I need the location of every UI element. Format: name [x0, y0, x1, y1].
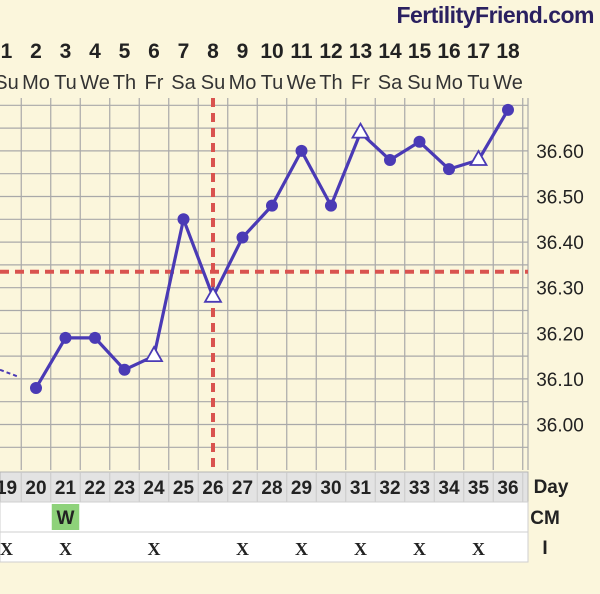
temp-point [384, 154, 396, 167]
intercourse-mark: X [148, 539, 161, 559]
intercourse-mark: X [0, 539, 13, 559]
intercourse-mark: X [413, 539, 426, 559]
table-row-i [0, 531, 529, 563]
fertilityfriend-logo[interactable]: FertilityFriend.com [396, 2, 594, 28]
temp-point [30, 382, 42, 395]
cycle-day-label: 5 [119, 40, 131, 63]
weekday-label: Su [407, 72, 431, 94]
cycle-day-label: 11 [290, 40, 313, 63]
cycle-day-label: 8 [207, 40, 219, 63]
intercourse-mark: X [472, 539, 485, 559]
incoming-line [0, 368, 19, 378]
cycle-day-label: 15 [408, 40, 432, 63]
date-label: 34 [438, 478, 460, 499]
date-label: 22 [84, 478, 105, 499]
temp-point [177, 213, 190, 226]
weekday-label: Su [201, 72, 225, 94]
cycle-day-label: 3 [60, 40, 72, 63]
cycle-day-label: 18 [496, 40, 520, 63]
y-tick-label: 36.10 [536, 370, 584, 391]
y-tick-label: 36.20 [536, 324, 584, 345]
temp-point-open [144, 345, 164, 363]
weekday-label: Mo [435, 72, 463, 94]
temp-point [89, 331, 101, 344]
row-label-cm: CM [530, 508, 560, 529]
temp-point-open [203, 286, 223, 303]
intercourse-mark: X [236, 539, 249, 559]
weekday-label: Fr [351, 72, 370, 94]
temp-point [295, 144, 308, 157]
weekday-label: Mo [22, 72, 50, 94]
temp-point [413, 135, 426, 148]
cm-cell: W [57, 508, 75, 529]
cycle-day-label: 16 [437, 40, 460, 63]
temp-point [266, 199, 278, 212]
row-label-i: I [542, 538, 547, 559]
temp-point [502, 103, 514, 116]
date-label: 21 [55, 478, 77, 499]
weekday-label: We [493, 72, 523, 94]
y-tick-label: 36.60 [536, 142, 584, 163]
cycle-day-label: 4 [89, 40, 101, 63]
table-row-cm [0, 501, 529, 533]
intercourse-mark: X [59, 539, 72, 559]
date-label: 23 [114, 478, 135, 499]
date-label: 30 [320, 478, 341, 499]
weekday-label: Tu [54, 72, 77, 94]
y-tick-label: 36.30 [536, 279, 584, 300]
cycle-day-label: 17 [467, 40, 490, 63]
weekday-label: Tu [261, 72, 284, 94]
weekday-label: Th [113, 72, 136, 94]
date-label: 27 [232, 478, 253, 499]
temp-point [59, 331, 72, 344]
temp-point [236, 231, 249, 244]
date-label: 25 [173, 478, 195, 499]
weekday-label: Tu [467, 72, 490, 94]
weekday-label: Su [0, 72, 19, 94]
y-tick-label: 36.50 [536, 188, 584, 209]
date-label: 35 [468, 478, 490, 499]
date-label: 24 [143, 478, 165, 499]
y-tick-label: 36.00 [536, 416, 584, 437]
date-label: 33 [409, 478, 430, 499]
date-label: 28 [261, 478, 282, 499]
temp-point-open [350, 121, 371, 139]
temperature-line [34, 109, 510, 389]
date-label: 36 [497, 478, 518, 499]
y-tick-label: 36.40 [536, 233, 584, 254]
weekday-label: We [80, 72, 110, 94]
intercourse-mark: X [295, 539, 308, 559]
weekday-label: We [287, 72, 317, 94]
cycle-day-label: 1 [1, 40, 13, 63]
date-label: 19 [0, 478, 17, 499]
date-label: 29 [291, 478, 312, 499]
date-label: 20 [25, 478, 46, 499]
temp-point [325, 199, 337, 212]
cycle-day-label: 13 [349, 40, 372, 63]
weekday-label: Mo [229, 72, 257, 94]
cycle-day-label: 2 [30, 40, 42, 63]
cycle-day-label: 7 [178, 40, 190, 63]
cycle-day-label: 14 [378, 40, 402, 63]
temp-point-open [468, 149, 489, 166]
temp-point [443, 163, 455, 176]
date-row-label: Day [534, 477, 569, 498]
weekday-label: Th [319, 72, 342, 94]
cycle-day-label: 10 [260, 40, 283, 63]
cm-cell-bg [51, 504, 80, 530]
date-label: 31 [350, 478, 372, 499]
date-label: 26 [202, 478, 223, 499]
cycle-day-label: 6 [148, 40, 160, 63]
cycle-day-label: 12 [319, 40, 342, 63]
weekday-label: Fr [145, 72, 164, 94]
weekday-label: Sa [171, 72, 196, 94]
cycle-day-label: 9 [237, 40, 249, 63]
temp-point [118, 363, 131, 376]
date-label: 32 [379, 478, 400, 499]
weekday-label: Sa [378, 72, 403, 94]
intercourse-mark: X [354, 539, 367, 559]
